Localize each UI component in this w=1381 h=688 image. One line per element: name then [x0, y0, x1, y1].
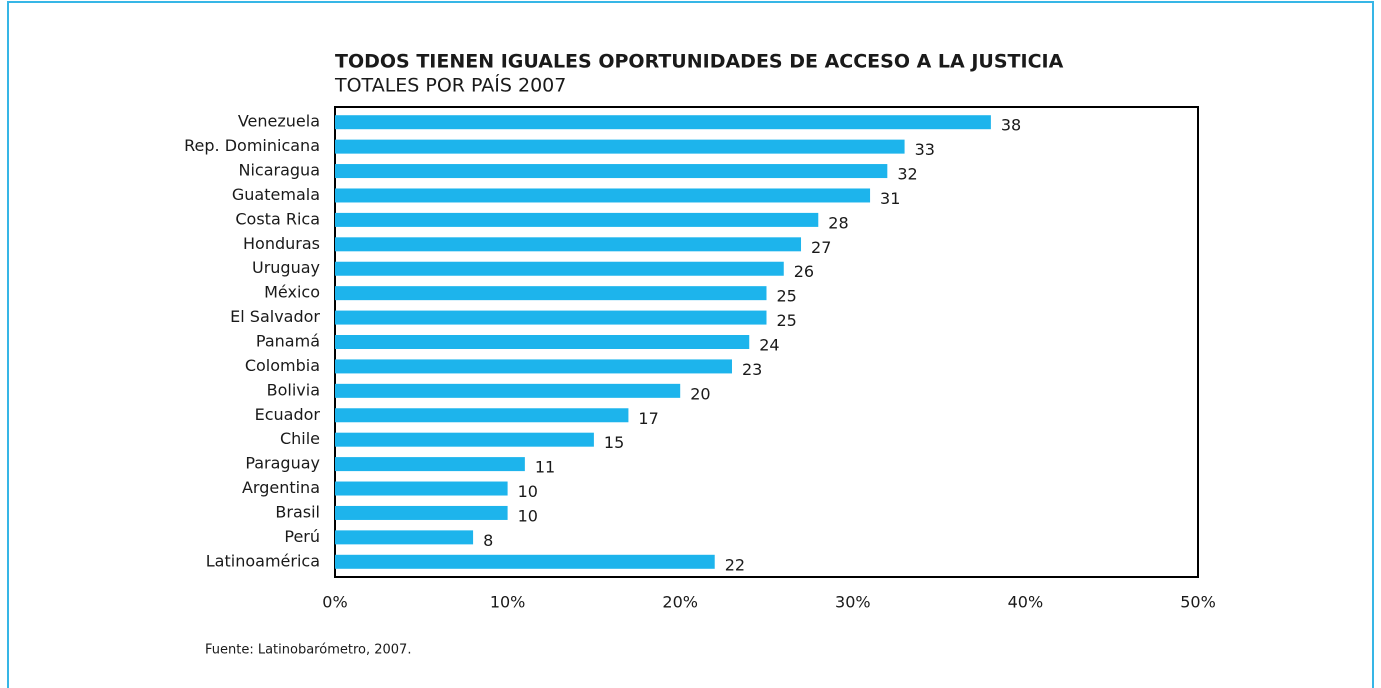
y-tick-label: Bolivia: [267, 380, 320, 399]
value-label: 11: [535, 458, 555, 477]
x-tick-label: 10%: [490, 593, 526, 612]
x-tick-label: 50%: [1180, 593, 1216, 612]
bar: [335, 310, 767, 325]
bar: [335, 261, 784, 276]
y-tick-label: Brasil: [275, 502, 320, 521]
y-tick-label: Ecuador: [255, 405, 321, 424]
bar: [335, 554, 715, 569]
y-tick-label: Rep. Dominicana: [184, 136, 320, 155]
frame: [7, 1, 1374, 688]
bar: [335, 212, 819, 227]
value-label: 15: [604, 433, 624, 452]
y-tick-label: Uruguay: [252, 258, 320, 277]
y-tick-label: Guatemala: [232, 185, 320, 204]
bar: [335, 481, 508, 496]
y-tick-label: El Salvador: [230, 307, 320, 326]
value-label: 26: [794, 262, 814, 281]
y-tick-label: Latinoamérica: [206, 551, 320, 570]
value-label: 33: [915, 140, 935, 159]
bar: [335, 530, 474, 545]
chart-title: TODOS TIENEN IGUALES OPORTUNIDADES DE AC…: [335, 51, 1064, 73]
value-label: 23: [742, 360, 762, 379]
chart-subtitle: TOTALES POR PAÍS 2007: [334, 74, 566, 97]
bar: [335, 164, 888, 179]
source: Fuente: Latinobarómetro, 2007.: [205, 643, 411, 658]
x-tick-label: 20%: [662, 593, 698, 612]
x-tick-label: 30%: [835, 593, 871, 612]
bar: [335, 432, 594, 447]
bar: [335, 457, 525, 472]
value-label: 32: [897, 165, 917, 184]
y-tick-label: Costa Rica: [235, 209, 320, 228]
bar: [335, 188, 871, 203]
y-tick-label: Colombia: [245, 356, 320, 375]
value-label: 28: [828, 213, 848, 232]
value-label: 17: [638, 409, 658, 428]
y-tick-label: Nicaragua: [239, 161, 321, 180]
y-tick-label: Perú: [284, 527, 320, 546]
value-label: 20: [690, 384, 710, 403]
bar: [335, 408, 629, 423]
value-label: 8: [483, 531, 493, 550]
value-label: 24: [759, 336, 779, 355]
value-label: 27: [811, 238, 831, 257]
bar: [335, 139, 905, 154]
bar: [335, 335, 750, 349]
value-label: 22: [725, 555, 745, 574]
y-tick-label: Paraguay: [245, 454, 320, 473]
y-tick-label: Venezuela: [238, 112, 320, 131]
x-tick-label: 40%: [1008, 593, 1044, 612]
bar: [335, 383, 681, 398]
value-label: 25: [777, 311, 797, 330]
bar: [335, 237, 802, 252]
value-label: 10: [518, 482, 538, 501]
x-tick-label: 0%: [322, 593, 347, 612]
y-tick-label: México: [264, 283, 320, 302]
bar: [335, 505, 508, 520]
y-tick-label: Honduras: [243, 234, 320, 253]
y-tick-label: Argentina: [242, 478, 320, 497]
value-label: 10: [518, 506, 538, 525]
value-label: 25: [777, 287, 797, 306]
y-tick-label: Chile: [280, 429, 320, 448]
bar: [335, 115, 991, 130]
y-tick-label: Panamá: [256, 332, 320, 351]
bar: [335, 359, 732, 374]
bar: [335, 286, 767, 301]
value-label: 38: [1001, 116, 1021, 135]
value-label: 31: [880, 189, 900, 208]
